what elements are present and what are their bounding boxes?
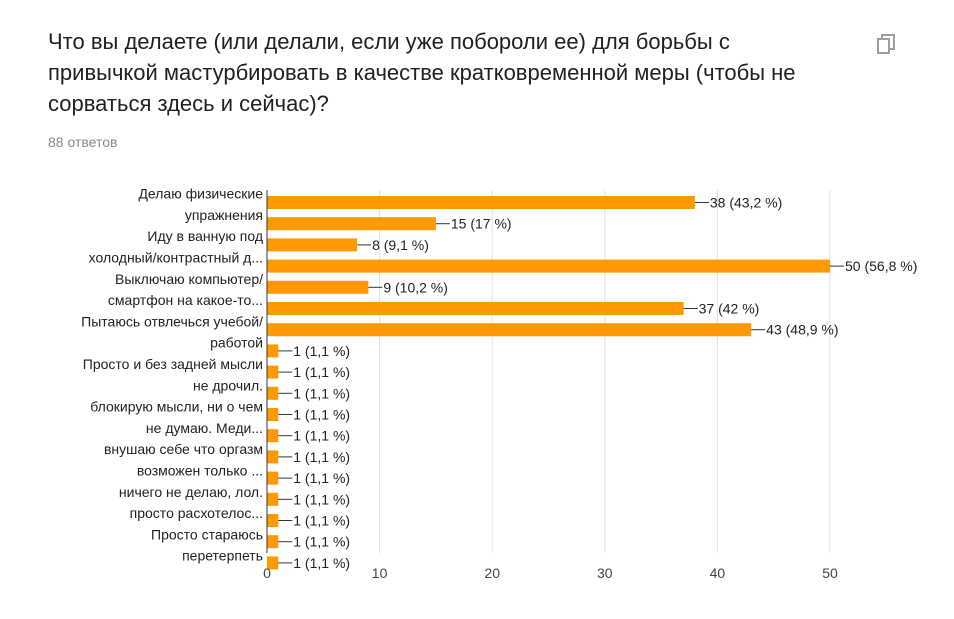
data-label: 43 (48,9 %): [766, 322, 838, 338]
category-label: холодный/контрастный д...: [89, 250, 263, 266]
data-label: 37 (42 %): [699, 301, 760, 317]
x-tick-label: 20: [484, 565, 500, 581]
data-label: 1 (1,1 %): [293, 534, 350, 550]
copy-icon: [877, 34, 895, 54]
bar: [267, 408, 279, 421]
bar: [267, 514, 279, 527]
x-tick-label: 30: [597, 565, 613, 581]
bar: [267, 196, 695, 209]
category-label: Просто стараюсь: [151, 526, 263, 542]
data-label: 38 (43,2 %): [710, 195, 782, 211]
bar: [267, 429, 279, 443]
bar: [267, 217, 436, 231]
data-label: 1 (1,1 %): [293, 470, 350, 486]
category-label: просто расхотелос...: [130, 505, 263, 521]
data-label: 15 (17 %): [451, 216, 512, 232]
data-label: 1 (1,1 %): [293, 555, 350, 571]
bar: [267, 344, 279, 358]
bar: [267, 386, 279, 400]
bar: [267, 450, 279, 464]
data-label: 50 (56,8 %): [845, 258, 917, 274]
category-label: блокирую мысли, ни о чем: [90, 399, 263, 415]
data-label: 1 (1,1 %): [293, 343, 350, 359]
category-labels: Делаю физические упражнения Иду в ванную п…: [81, 186, 263, 564]
category-label: внушаю себе что оргазм: [104, 441, 263, 457]
bar: [267, 471, 279, 485]
bar: [267, 302, 684, 315]
bar: [267, 492, 279, 506]
category-label: Выключаю компьютер/: [115, 271, 263, 287]
x-axis-ticks: 0 10 20 30 40 50: [263, 565, 838, 581]
data-label: 1 (1,1 %): [293, 407, 350, 423]
data-label: 1 (1,1 %): [293, 428, 350, 444]
x-tick-label: 0: [263, 565, 271, 581]
response-count: 88 ответов: [48, 134, 118, 150]
category-label: Пытаюсь отвлечься учебой/: [81, 313, 263, 329]
data-label: 1 (1,1 %): [293, 513, 350, 529]
data-label: 1 (1,1 %): [293, 449, 350, 465]
category-label: смартфон на какое-то...: [108, 292, 263, 308]
copy-chart-button[interactable]: [872, 30, 902, 60]
bar: [267, 556, 279, 570]
data-label: 8 (9,1 %): [372, 237, 429, 253]
data-label: 1 (1,1 %): [293, 491, 350, 507]
data-label: 1 (1,1 %): [293, 385, 350, 401]
category-label: Делаю физические: [138, 186, 263, 202]
data-label: 1 (1,1 %): [293, 364, 350, 380]
bar: [267, 365, 279, 379]
bars: 38 (43,2 %) 15 (17 %) 8 (9,1 %) 50 (56,8 %)…: [267, 195, 917, 571]
data-label: 9 (10,2 %): [383, 279, 448, 295]
category-label: не дрочил.: [193, 377, 263, 393]
bar: [267, 259, 830, 273]
question-title: Что вы делаете (или делали, если уже поб…: [48, 29, 796, 116]
bar: [267, 280, 369, 294]
bar: [267, 323, 752, 337]
x-tick-label: 10: [372, 565, 388, 581]
bar: [267, 535, 279, 549]
bar: [267, 238, 358, 252]
category-label: упражнения: [185, 207, 263, 223]
x-tick-label: 50: [822, 565, 838, 581]
category-label: Просто и без задней мысли: [83, 356, 263, 372]
category-label: работой: [210, 335, 263, 351]
category-label: перетерпеть: [182, 548, 263, 564]
category-label: Иду в ванную под: [147, 228, 263, 244]
category-label: ничего не делаю, лол.: [119, 484, 263, 500]
x-tick-label: 40: [710, 565, 726, 581]
category-label: возможен только ...: [137, 463, 263, 479]
category-label: не думаю. Меди...: [146, 420, 263, 436]
